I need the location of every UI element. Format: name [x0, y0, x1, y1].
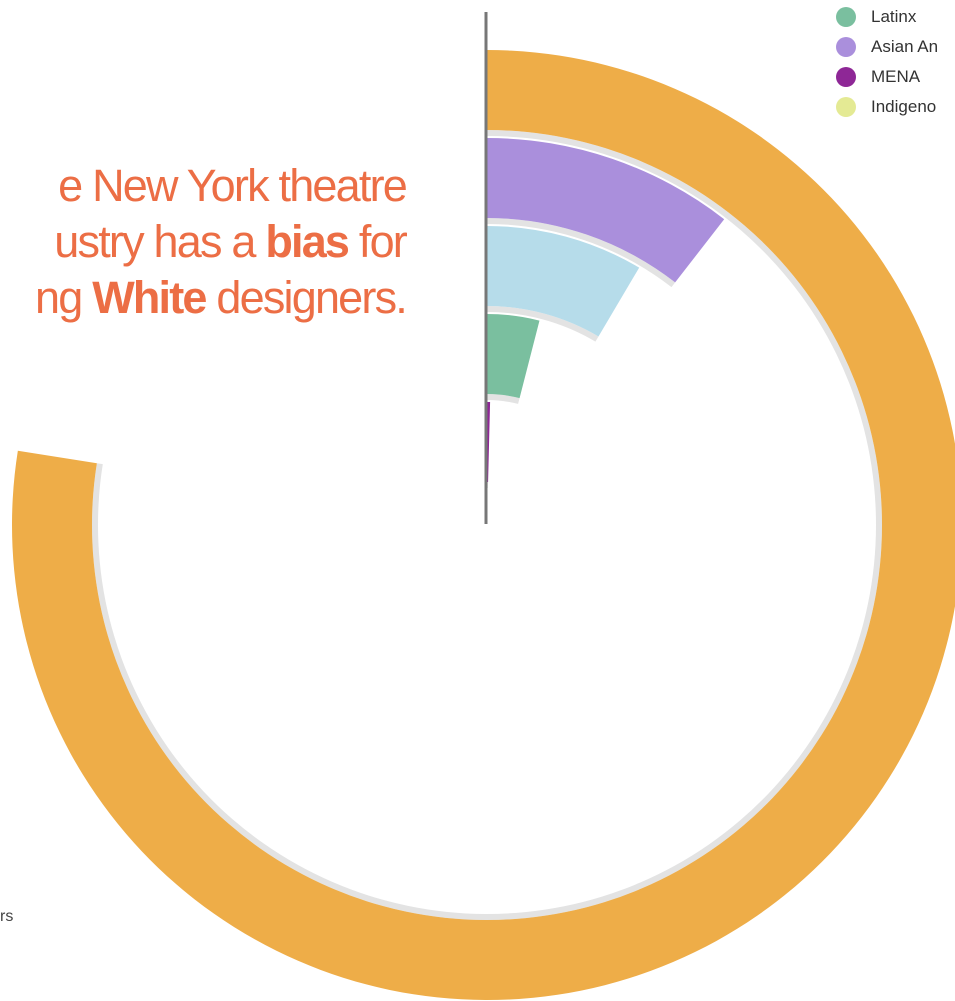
legend-label-indigenous: Indigeno [871, 97, 937, 116]
headline-line-3-end: designers. [205, 272, 407, 323]
legend-label-asian-american: Asian An [871, 37, 939, 56]
legend-item-indigenous: Indigeno [836, 92, 938, 122]
chart-bars [12, 50, 955, 1000]
legend-item-latinx: Latinx [836, 2, 938, 32]
chart-legend: Latinx Asian An MENA Indigeno [836, 2, 938, 122]
bar-shadow-ring-3 [487, 306, 599, 342]
headline-line-3: ng [35, 272, 93, 323]
headline-line-1: e New York theatre [58, 160, 408, 211]
bar-latinx [487, 314, 540, 399]
bar-asian-an [487, 138, 725, 283]
bar-ring-3 [487, 226, 640, 337]
headline-line-2-end: for [348, 216, 408, 267]
legend-label-mena: MENA [871, 67, 921, 86]
legend-item-mena: MENA [836, 62, 938, 92]
bar-mena [487, 402, 491, 483]
bar-shadow-latinx [487, 394, 520, 404]
footnote-fragment: rs [0, 908, 14, 925]
headline-emphasis-bias: bias [265, 216, 350, 267]
legend-swatch-indigenous [836, 97, 856, 117]
legend-item-asian-american: Asian An [836, 32, 938, 62]
legend-swatch-latinx [836, 7, 856, 27]
legend-label-latinx: Latinx [871, 7, 917, 26]
headline-line-2: ustry has a [54, 216, 266, 267]
headline: e New York theatre ustry has a bias for … [35, 158, 408, 326]
headline-emphasis-white: White [92, 272, 207, 323]
legend-swatch-mena [836, 67, 856, 87]
legend-swatch-asian-american [836, 37, 856, 57]
